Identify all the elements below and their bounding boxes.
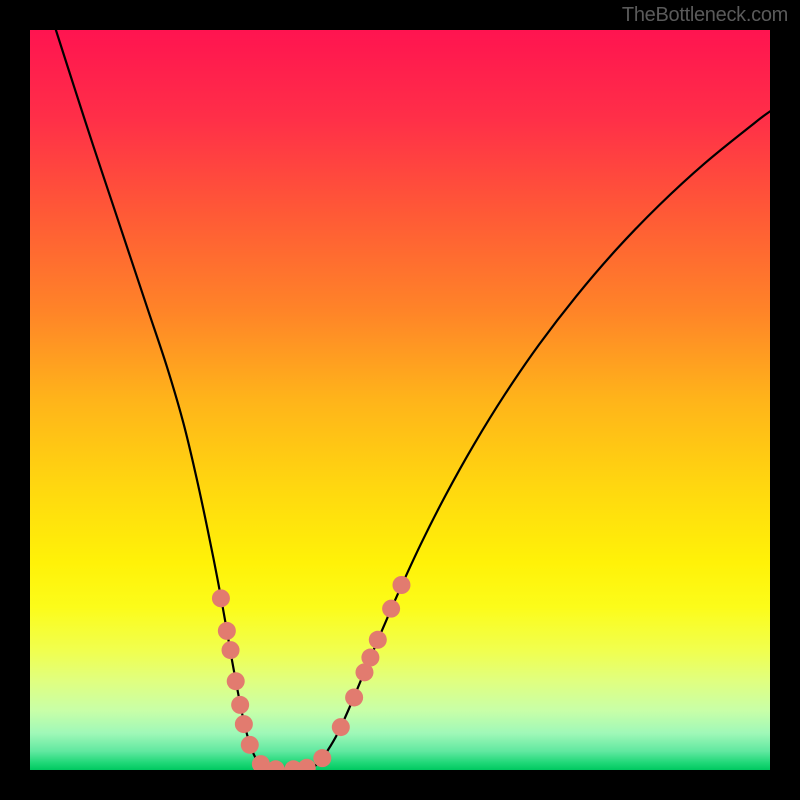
plot-area — [30, 30, 770, 770]
data-marker — [392, 576, 410, 594]
data-marker — [231, 696, 249, 714]
data-marker — [241, 736, 259, 754]
plot-background — [30, 30, 770, 770]
data-marker — [313, 749, 331, 767]
data-marker — [332, 718, 350, 736]
watermark-text: TheBottleneck.com — [622, 4, 788, 27]
data-marker — [222, 641, 240, 659]
data-marker — [218, 622, 236, 640]
data-marker — [235, 715, 253, 733]
data-marker — [369, 631, 387, 649]
chart-svg — [30, 30, 770, 770]
data-marker — [361, 649, 379, 667]
data-marker — [382, 600, 400, 618]
data-marker — [345, 688, 363, 706]
data-marker — [227, 672, 245, 690]
data-marker — [212, 589, 230, 607]
